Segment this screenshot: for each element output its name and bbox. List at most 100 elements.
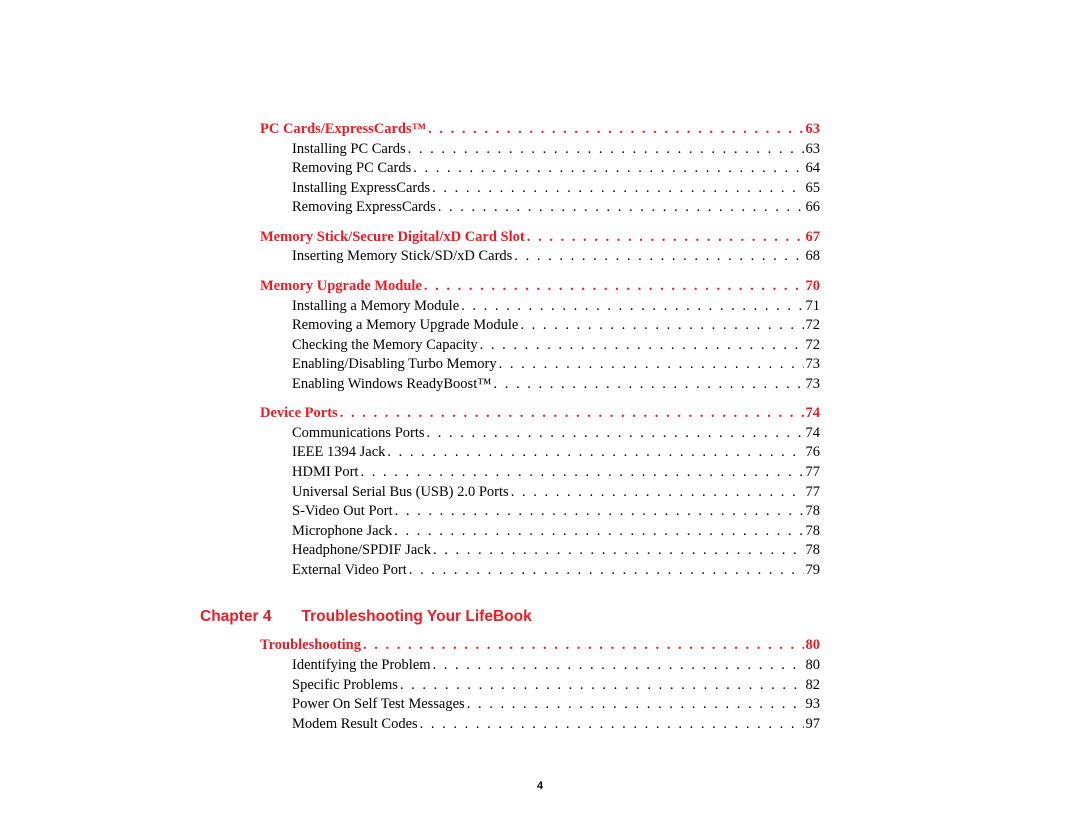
toc-leader-dots bbox=[420, 715, 804, 735]
toc-entry-page: 64 bbox=[806, 159, 821, 179]
toc-leader-dots bbox=[408, 140, 804, 160]
toc-entry-label: Installing a Memory Module bbox=[292, 297, 459, 317]
toc-section-page: 80 bbox=[806, 636, 821, 656]
toc-leader-dots bbox=[340, 404, 804, 424]
toc-entry: Checking the Memory Capacity 72 bbox=[292, 336, 820, 356]
toc-section-title: Memory Stick/Secure Digital/xD Card Slot bbox=[260, 228, 525, 248]
toc-entry: Removing ExpressCards 66 bbox=[292, 198, 820, 218]
toc-section-title: Troubleshooting bbox=[260, 636, 361, 656]
toc-entry: Installing ExpressCards 65 bbox=[292, 179, 820, 199]
page-number: 4 bbox=[537, 780, 543, 792]
toc-entry: Installing PC Cards 63 bbox=[292, 140, 820, 160]
toc-leader-dots bbox=[433, 541, 804, 561]
toc-entry-label: IEEE 1394 Jack bbox=[292, 443, 385, 463]
toc-entry-page: 78 bbox=[806, 541, 821, 561]
toc-entry: Microphone Jack 78 bbox=[292, 522, 820, 542]
toc-entry-label: Installing PC Cards bbox=[292, 140, 406, 160]
toc-section: Device Ports 74 bbox=[260, 404, 820, 424]
toc-entry-page: 73 bbox=[806, 375, 821, 395]
toc-leader-dots bbox=[433, 656, 804, 676]
toc-leader-dots bbox=[395, 502, 804, 522]
toc-entry: Enabling Windows ReadyBoost™ 73 bbox=[292, 375, 820, 395]
toc-leader-dots bbox=[511, 483, 804, 503]
toc-entry-label: Removing a Memory Upgrade Module bbox=[292, 316, 518, 336]
toc-entry: Communications Ports 74 bbox=[292, 424, 820, 444]
toc-section-page: 70 bbox=[806, 277, 821, 297]
chapter-title: Troubleshooting Your LifeBook bbox=[302, 608, 532, 625]
toc-entry-page: 82 bbox=[806, 676, 821, 696]
toc-entry-page: 78 bbox=[806, 502, 821, 522]
toc-entry: Removing PC Cards 64 bbox=[292, 159, 820, 179]
toc-leader-dots bbox=[520, 316, 803, 336]
toc-entry-page: 79 bbox=[806, 561, 821, 581]
toc-entry-page: 71 bbox=[806, 297, 821, 317]
toc-section: Troubleshooting 80 bbox=[260, 636, 820, 656]
toc-entry: Installing a Memory Module 71 bbox=[292, 297, 820, 317]
toc-entry-label: Enabling/Disabling Turbo Memory bbox=[292, 355, 497, 375]
toc-entry: IEEE 1394 Jack 76 bbox=[292, 443, 820, 463]
toc-leader-dots bbox=[499, 355, 804, 375]
toc-entry-label: Checking the Memory Capacity bbox=[292, 336, 478, 356]
toc-entry-label: S-Video Out Port bbox=[292, 502, 393, 522]
toc-entry: HDMI Port 77 bbox=[292, 463, 820, 483]
toc-entry: Specific Problems 82 bbox=[292, 676, 820, 696]
toc-leader-dots bbox=[428, 120, 803, 140]
toc-leader-dots bbox=[467, 695, 804, 715]
toc-entry-label: Headphone/SPDIF Jack bbox=[292, 541, 431, 561]
toc-entry-page: 77 bbox=[806, 483, 821, 503]
toc-page: PC Cards/ExpressCards™ 63Installing PC C… bbox=[0, 0, 1080, 792]
toc-entry-label: HDMI Port bbox=[292, 463, 358, 483]
toc-entry-page: 66 bbox=[806, 198, 821, 218]
toc-entry-page: 78 bbox=[806, 522, 821, 542]
toc-section: Memory Stick/Secure Digital/xD Card Slot… bbox=[260, 228, 820, 248]
toc-entry: Power On Self Test Messages 93 bbox=[292, 695, 820, 715]
toc-entry: Removing a Memory Upgrade Module 72 bbox=[292, 316, 820, 336]
toc-entry-label: Enabling Windows ReadyBoost™ bbox=[292, 375, 491, 395]
toc-entry-label: Removing PC Cards bbox=[292, 159, 411, 179]
toc-entry-label: Power On Self Test Messages bbox=[292, 695, 465, 715]
toc-entry-label: Removing ExpressCards bbox=[292, 198, 436, 218]
toc-entry-label: Identifying the Problem bbox=[292, 656, 431, 676]
toc-entry-label: Installing ExpressCards bbox=[292, 179, 430, 199]
toc-section-title: Memory Upgrade Module bbox=[260, 277, 422, 297]
toc-entry-page: 65 bbox=[806, 179, 821, 199]
toc-entry-page: 72 bbox=[806, 336, 821, 356]
toc-leader-dots bbox=[461, 297, 803, 317]
toc-section-title: Device Ports bbox=[260, 404, 338, 424]
toc-leader-dots bbox=[424, 277, 804, 297]
toc-entry-label: Inserting Memory Stick/SD/xD Cards bbox=[292, 247, 512, 267]
toc-leader-dots bbox=[360, 463, 803, 483]
toc-entry: Modem Result Codes 97 bbox=[292, 715, 820, 735]
toc-section-page: 74 bbox=[806, 404, 821, 424]
toc-entry: External Video Port 79 bbox=[292, 561, 820, 581]
toc-entry-page: 77 bbox=[806, 463, 821, 483]
toc-body: PC Cards/ExpressCards™ 63Installing PC C… bbox=[260, 120, 820, 580]
toc-entry-page: 73 bbox=[806, 355, 821, 375]
toc-leader-dots bbox=[413, 159, 803, 179]
toc-entry-label: Specific Problems bbox=[292, 676, 398, 696]
toc-leader-dots bbox=[387, 443, 803, 463]
toc-entry-page: 80 bbox=[806, 656, 821, 676]
toc-leader-dots bbox=[438, 198, 804, 218]
toc-entry: S-Video Out Port 78 bbox=[292, 502, 820, 522]
toc-entry: Headphone/SPDIF Jack 78 bbox=[292, 541, 820, 561]
page-footer: 4 bbox=[260, 780, 820, 792]
toc-entry-page: 93 bbox=[806, 695, 821, 715]
toc-entry-page: 97 bbox=[806, 715, 821, 735]
toc-entry-label: Microphone Jack bbox=[292, 522, 392, 542]
toc-entry: Enabling/Disabling Turbo Memory 73 bbox=[292, 355, 820, 375]
toc-entry-label: External Video Port bbox=[292, 561, 407, 581]
toc-leader-dots bbox=[400, 676, 804, 696]
chapter-heading: Chapter 4Troubleshooting Your LifeBook bbox=[200, 608, 820, 626]
toc-entry-page: 72 bbox=[806, 316, 821, 336]
toc-leader-dots bbox=[394, 522, 803, 542]
toc-entry-label: Universal Serial Bus (USB) 2.0 Ports bbox=[292, 483, 509, 503]
toc-leader-dots bbox=[514, 247, 803, 267]
toc-entry: Universal Serial Bus (USB) 2.0 Ports 77 bbox=[292, 483, 820, 503]
toc-entry-page: 68 bbox=[806, 247, 821, 267]
toc-body-chapter: Troubleshooting 80Identifying the Proble… bbox=[260, 636, 820, 734]
toc-entry-page: 74 bbox=[806, 424, 821, 444]
toc-entry-page: 76 bbox=[806, 443, 821, 463]
toc-section-page: 63 bbox=[806, 120, 821, 140]
toc-entry: Inserting Memory Stick/SD/xD Cards 68 bbox=[292, 247, 820, 267]
